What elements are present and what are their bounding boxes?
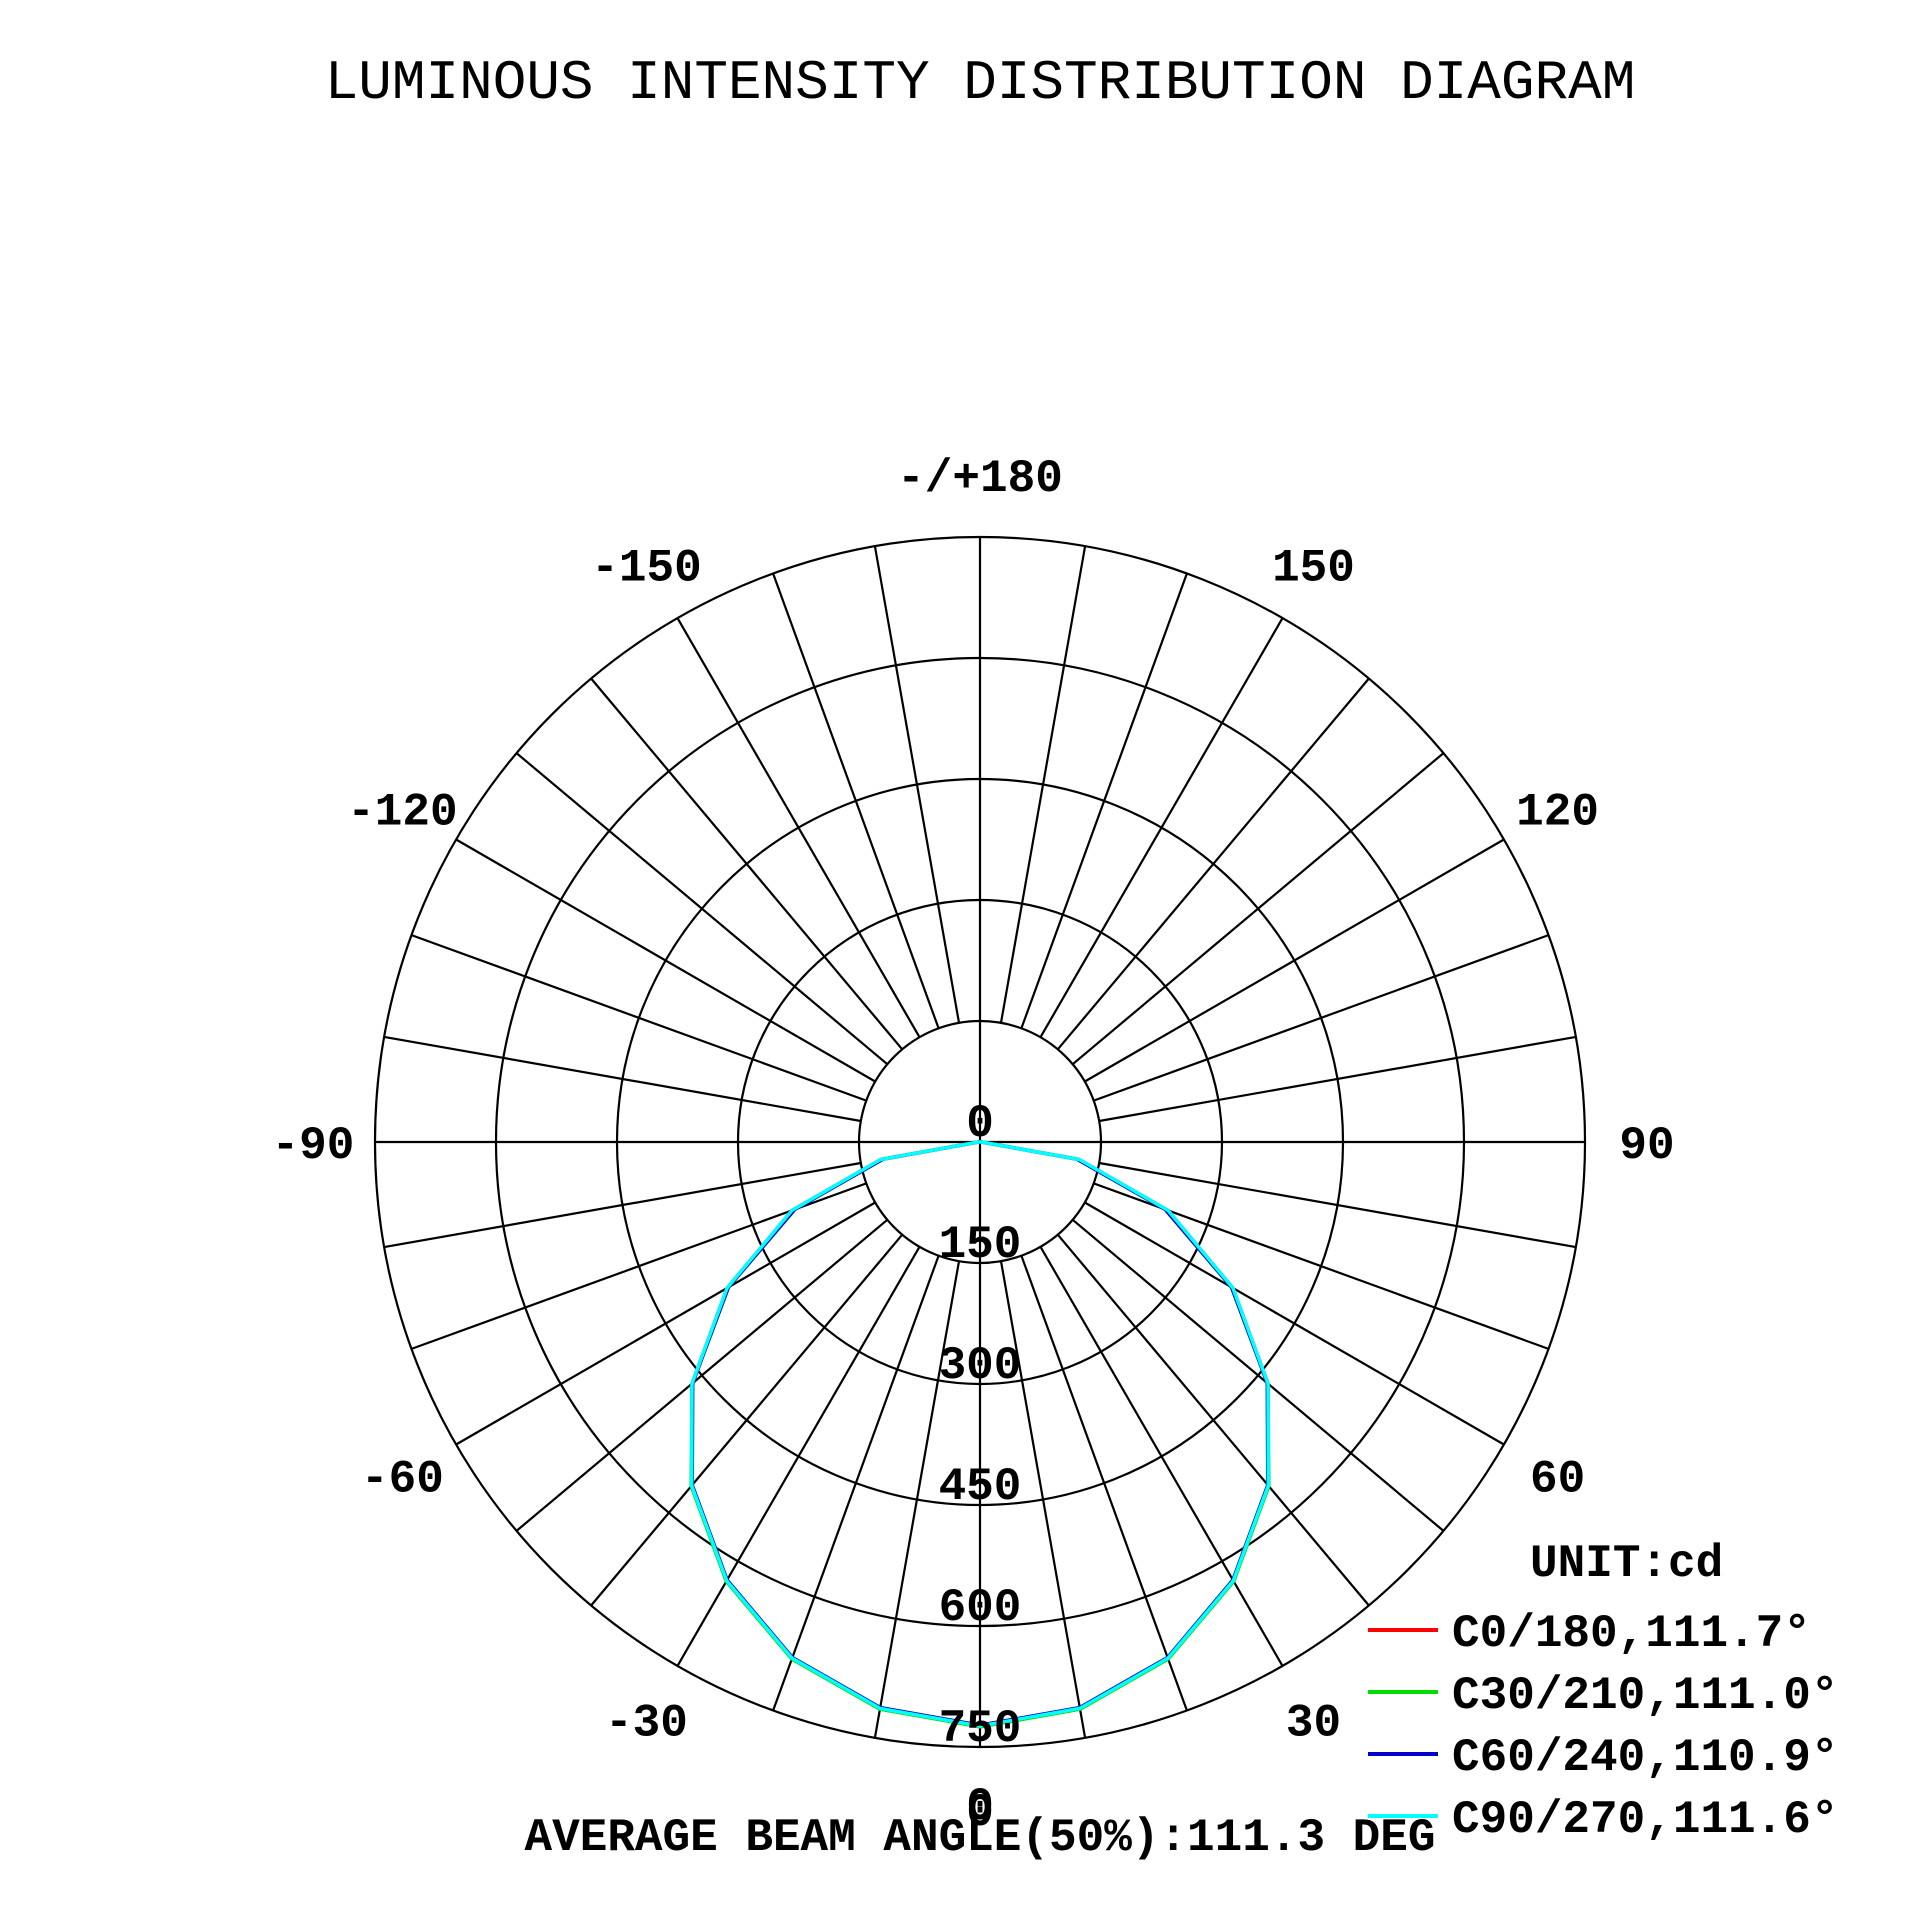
beam-angle-footer: AVERAGE BEAM ANGLE(50%):111.3 DEG <box>525 1812 1436 1864</box>
grid-spoke-140 <box>1056 677 1370 1051</box>
angle-label-neg90: -90 <box>272 1120 355 1172</box>
grid-spoke-170 <box>999 546 1087 1023</box>
angle-label-60: 60 <box>1530 1454 1585 1506</box>
ring-label-300: 300 <box>939 1340 1022 1392</box>
grid-spoke-110 <box>1093 934 1549 1102</box>
grid-spoke-240 <box>455 838 876 1083</box>
grid-spoke-260 <box>384 1035 861 1123</box>
center-zero-label: 0 <box>966 1098 994 1150</box>
legend-label-0: C0/180,111.7° <box>1452 1608 1811 1660</box>
angle-labels: 0 30 -30 60 -60 90 -90 120 -120 150 -150 -/+180 <box>272 453 1675 1839</box>
angle-label-neg120: -120 <box>347 787 457 839</box>
grid-spoke-190 <box>873 546 961 1023</box>
legend: UNIT:cd C0/180,111.7° C30/210,111.0° C60/2… <box>1368 1538 1838 1846</box>
grid-spoke-50 <box>1071 1218 1445 1532</box>
ring-label-bottom-zero: 0 <box>966 1781 994 1833</box>
ring-label-600: 600 <box>939 1582 1022 1634</box>
ring-label-150: 150 <box>939 1219 1022 1271</box>
angle-label-0: 0 <box>966 1787 994 1839</box>
legend-label-1: C30/210,111.0° <box>1452 1670 1838 1722</box>
angle-label-neg30: -30 <box>605 1698 688 1750</box>
ring-labels: 150 300 450 600 750 0 <box>939 1219 1022 1833</box>
angle-label-120: 120 <box>1516 787 1599 839</box>
grid-spoke-230 <box>515 752 889 1066</box>
grid-spoke-310 <box>515 1218 889 1532</box>
angle-label-150: 150 <box>1272 542 1355 594</box>
series-curves <box>689 1140 1271 1729</box>
grid-spoke-350 <box>873 1261 961 1738</box>
grid-spoke-160 <box>1020 573 1188 1029</box>
grid-spoke-220 <box>590 677 904 1051</box>
angle-label-neg60: -60 <box>361 1454 444 1506</box>
grid-spoke-60 <box>1084 1201 1505 1446</box>
angle-label-neg150: -150 <box>591 542 701 594</box>
legend-label-3: C90/270,111.6° <box>1452 1794 1838 1846</box>
grid-spoke-150 <box>1039 617 1284 1038</box>
grid-spoke-320 <box>590 1233 904 1607</box>
grid-spoke-280 <box>384 1161 861 1249</box>
angle-label-30: 30 <box>1286 1698 1341 1750</box>
grid-spoke-250 <box>411 934 867 1102</box>
grid-spoke-300 <box>455 1201 876 1446</box>
series-curve-3 <box>689 1140 1271 1728</box>
ring-label-750: 750 <box>939 1703 1022 1755</box>
grid-spoke-330 <box>676 1246 921 1667</box>
grid-spoke-40 <box>1056 1233 1370 1607</box>
legend-label-2: C60/240,110.9° <box>1452 1732 1838 1784</box>
grid-spoke-10 <box>999 1261 1087 1738</box>
ring-label-450: 450 <box>939 1461 1022 1513</box>
chart-title: LUMINOUS INTENSITY DISTRIBUTION DIAGRAM <box>325 51 1636 115</box>
grid-spoke-120 <box>1084 838 1505 1083</box>
angle-label-90: 90 <box>1619 1120 1674 1172</box>
grid-spoke-20 <box>1020 1255 1188 1711</box>
grid-spoke-200 <box>772 573 940 1029</box>
grid-spoke-30 <box>1039 1246 1284 1667</box>
unit-label: UNIT:cd <box>1530 1538 1723 1590</box>
angle-label-180: -/+180 <box>897 453 1063 505</box>
grid-spoke-210 <box>676 617 921 1038</box>
grid-spoke-340 <box>772 1255 940 1711</box>
grid-spoke-80 <box>1099 1161 1576 1249</box>
grid-spoke-100 <box>1099 1035 1576 1123</box>
grid-spoke-130 <box>1071 752 1445 1066</box>
